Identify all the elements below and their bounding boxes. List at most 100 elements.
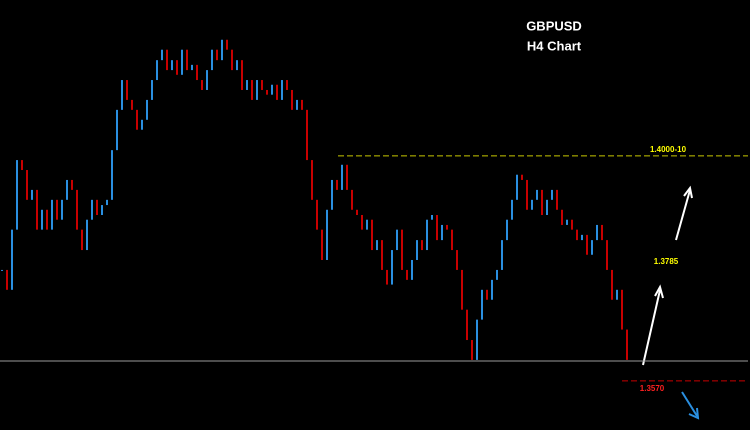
- candle: [546, 199, 548, 215]
- candle: [51, 199, 53, 230]
- candle: [101, 205, 103, 215]
- candle: [606, 240, 608, 270]
- candle: [611, 269, 613, 300]
- candle: [221, 39, 223, 61]
- candle: [456, 250, 458, 270]
- candle: [196, 64, 198, 81]
- candle: [531, 199, 533, 210]
- candle: [501, 240, 503, 270]
- candle: [231, 49, 233, 71]
- candle: [26, 170, 28, 200]
- candle: [616, 289, 618, 300]
- candle: [151, 80, 153, 100]
- level-label: 1.3570: [640, 384, 665, 393]
- candle: [31, 189, 33, 200]
- candle: [521, 174, 523, 180]
- candle: [16, 160, 18, 230]
- candle: [536, 189, 538, 200]
- candle: [411, 259, 413, 280]
- candle: [351, 189, 353, 210]
- candle: [306, 109, 308, 161]
- arrow-head: [688, 407, 700, 420]
- candle: [361, 215, 363, 230]
- candle: [256, 80, 258, 100]
- candle: [161, 49, 163, 61]
- candle: [106, 199, 108, 206]
- candle: [56, 199, 58, 220]
- candle: [541, 189, 543, 215]
- candle: [46, 209, 48, 230]
- candle: [86, 219, 88, 251]
- candle: [41, 209, 43, 230]
- candle: [421, 240, 423, 251]
- candle: [511, 199, 513, 220]
- candle: [346, 164, 348, 190]
- candle: [601, 224, 603, 241]
- candle: [321, 229, 323, 260]
- up-arrow: [642, 289, 661, 366]
- candle: [451, 229, 453, 251]
- candle: [566, 219, 568, 225]
- candle: [1, 269, 3, 271]
- arrow-head: [683, 185, 693, 199]
- candle: [526, 179, 528, 210]
- candle: [81, 229, 83, 251]
- candle: [171, 60, 173, 71]
- level-label: 1.4000-10: [650, 145, 687, 154]
- candle: [271, 84, 273, 95]
- candle: [111, 150, 113, 200]
- candle: [61, 199, 63, 220]
- candle: [186, 49, 188, 71]
- candle: [216, 49, 218, 61]
- candle: [486, 289, 488, 300]
- candle: [626, 329, 628, 360]
- candle: [401, 229, 403, 270]
- candle: [91, 199, 93, 220]
- candle: [386, 269, 388, 285]
- candle: [431, 215, 433, 220]
- arrow-head: [654, 284, 664, 299]
- chart-subtitle: H4 Chart: [527, 38, 582, 53]
- candle: [146, 99, 148, 120]
- candle: [441, 224, 443, 241]
- candle: [131, 99, 133, 110]
- candle: [211, 49, 213, 71]
- chart-title: GBPUSD: [526, 18, 582, 33]
- candle: [166, 49, 168, 71]
- down-arrow: [681, 391, 698, 417]
- candle: [356, 209, 358, 215]
- candle: [551, 189, 553, 200]
- candle: [181, 49, 183, 75]
- candle: [301, 99, 303, 110]
- candle: [461, 269, 463, 310]
- candle: [376, 240, 378, 251]
- candle: [296, 99, 298, 110]
- candle: [326, 209, 328, 260]
- candle: [21, 160, 23, 171]
- candle: [391, 250, 393, 285]
- candle: [426, 219, 428, 251]
- candle: [381, 240, 383, 270]
- arrows: [642, 185, 700, 420]
- candle: [586, 234, 588, 255]
- up-arrow: [675, 189, 691, 241]
- candle: [246, 80, 248, 90]
- candle: [591, 240, 593, 255]
- candle: [336, 179, 338, 190]
- candle: [371, 219, 373, 251]
- candle: [621, 289, 623, 330]
- candle: [416, 240, 418, 260]
- candle: [471, 340, 473, 360]
- candle: [311, 160, 313, 200]
- candle: [121, 80, 123, 110]
- candle: [466, 309, 468, 341]
- candle: [446, 224, 448, 230]
- candle: [176, 60, 178, 75]
- candle: [341, 164, 343, 190]
- candle: [491, 279, 493, 300]
- candle: [276, 84, 278, 100]
- candle: [141, 119, 143, 130]
- candle: [136, 109, 138, 130]
- candle: [11, 229, 13, 290]
- candle: [71, 179, 73, 190]
